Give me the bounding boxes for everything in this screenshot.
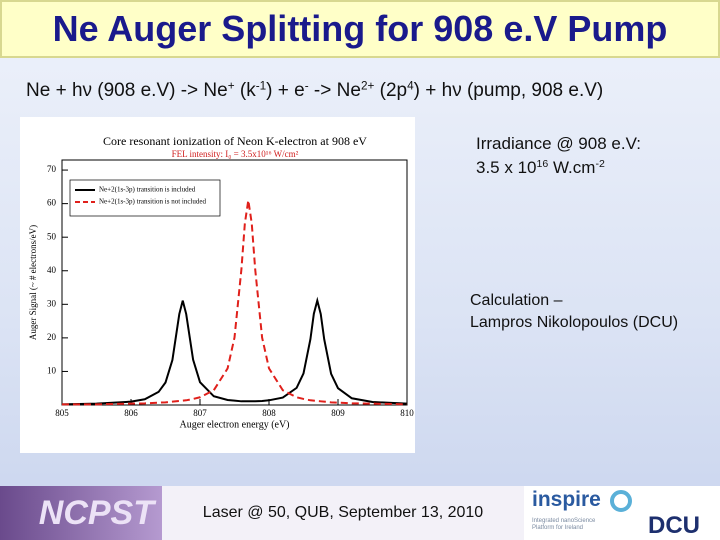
y-tick-label: 10 xyxy=(47,366,57,376)
y-tick-label: 20 xyxy=(47,332,57,342)
chart-title: Core resonant ionization of Neon K-elect… xyxy=(103,134,367,148)
superscript: 16 xyxy=(536,158,549,171)
text-segment: ) + e xyxy=(266,80,305,101)
ncpst-logo: NCPST xyxy=(0,486,162,540)
legend-label: Ne+2(1s-3p) transition is included xyxy=(99,186,196,194)
logos: inspire Integrated nanoScience Platform … xyxy=(524,486,720,540)
text-segment: 3.5 x 10 xyxy=(476,158,537,177)
equation: Ne + hν (908 e.V) -> Ne+ (k-1) + e- -> N… xyxy=(26,80,603,102)
superscript: 2+ xyxy=(360,79,375,93)
irradiance: Irradiance @ 908 e.V: 3.5 x 1016 W.cm-2 xyxy=(476,132,641,180)
legend-label: Ne+2(1s-3p) transition is not included xyxy=(99,198,206,206)
superscript: - xyxy=(304,79,309,93)
x-tick-label: 807 xyxy=(193,408,207,418)
series-line xyxy=(61,296,408,406)
footer-text: Laser @ 50, QUB, September 13, 2010 xyxy=(162,486,524,540)
dcu-logo: DCU xyxy=(648,512,700,539)
y-axis-label: Auger Signal (~ # electrons/eV) xyxy=(28,225,38,340)
y-tick-label: 40 xyxy=(47,265,57,275)
slide-title: Ne Auger Splitting for 908 e.V Pump xyxy=(0,0,720,58)
x-tick-label: 806 xyxy=(124,408,138,418)
series-line xyxy=(62,200,408,406)
legend-box xyxy=(69,179,221,217)
y-tick-label: 60 xyxy=(47,198,57,208)
irradiance-heading: Irradiance @ 908 e.V: xyxy=(476,134,641,153)
chart-subtitle: FEL intensity: I₀ = 3.5x10¹⁶ W/cm² xyxy=(172,149,299,159)
text-segment: (k xyxy=(234,80,256,101)
y-tick-label: 70 xyxy=(47,164,57,174)
text-segment: -> Ne xyxy=(308,80,361,101)
inspire-mark xyxy=(610,490,632,512)
text-segment: Ne + hν (908 e.V) -> Ne xyxy=(26,80,228,101)
x-tick-label: 805 xyxy=(55,408,69,418)
plot-frame xyxy=(61,159,408,406)
y-tick-label: 50 xyxy=(47,231,57,241)
inspire-tagline: Integrated nanoScience Platform for Irel… xyxy=(532,518,596,531)
superscript: + xyxy=(227,79,235,93)
x-tick-label: 810 xyxy=(400,408,414,418)
irradiance-value: 3.5 x 1016 W.cm-2 xyxy=(476,156,641,180)
calculation: Calculation – Lampros Nikolopoulos (DCU) xyxy=(470,290,678,334)
x-axis-label: Auger electron energy (eV) xyxy=(179,419,289,430)
superscript: 4 xyxy=(407,79,414,93)
text-segment: W.cm xyxy=(548,158,596,177)
y-tick-label: 30 xyxy=(47,298,57,308)
superscript: -1 xyxy=(255,79,267,93)
text-segment: ) + hν (pump, 908 e.V) xyxy=(413,80,604,101)
calculation-line: Calculation – xyxy=(470,292,563,309)
x-tick-label: 808 xyxy=(262,408,276,418)
x-tick-label: 809 xyxy=(331,408,345,418)
text-segment: (2p xyxy=(374,80,408,101)
superscript: -2 xyxy=(595,158,605,171)
inspire-logo: inspire xyxy=(532,488,601,511)
calculation-line: Lampros Nikolopoulos (DCU) xyxy=(470,314,679,331)
chart: Core resonant ionization of Neon K-elect… xyxy=(20,117,415,453)
